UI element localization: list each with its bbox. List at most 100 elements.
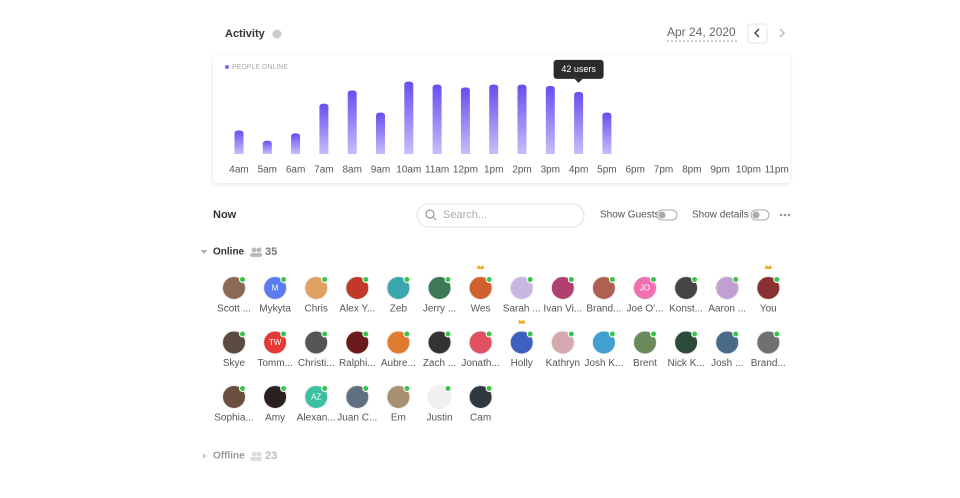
avatar[interactable]: [509, 276, 534, 300]
next-button[interactable]: [779, 28, 786, 38]
online-count: 35: [265, 246, 277, 258]
search-placeholder: Search...: [443, 209, 487, 221]
status-dot: [403, 330, 411, 338]
x-tick-label: 5am: [258, 165, 277, 176]
avatar[interactable]: [222, 276, 246, 300]
avatar[interactable]: [427, 385, 452, 409]
person-name: Konst...: [669, 304, 703, 315]
bar: [574, 91, 584, 154]
legend-label: PEOPLE ONLINE: [232, 64, 288, 71]
offline-count: 23: [265, 450, 277, 462]
person-name: Chris: [305, 304, 328, 315]
status-dot: [362, 276, 370, 283]
person-name: Justin: [426, 413, 452, 424]
people-icon: [250, 451, 262, 461]
status-dot: [280, 385, 288, 392]
person-name: Jerry ...: [423, 304, 456, 315]
crown-icon: [764, 265, 772, 269]
person-name: Josh K...: [584, 358, 623, 369]
avatar[interactable]: [263, 330, 288, 355]
status-dot: [280, 276, 288, 283]
avatar[interactable]: [550, 330, 575, 355]
now-title: Now: [213, 209, 237, 221]
show-guests-label: Show Guests: [600, 210, 659, 221]
avatar[interactable]: [633, 330, 657, 355]
status-dot: [362, 385, 370, 392]
status-dot: [362, 330, 370, 338]
avatar[interactable]: [550, 276, 575, 300]
online-caret[interactable]: [201, 250, 207, 254]
status-dot: [444, 276, 452, 283]
date[interactable]: Apr 24, 2020: [667, 25, 736, 39]
x-tick-label: 11am: [425, 165, 449, 176]
avatar[interactable]: [386, 330, 411, 355]
status-dot: [239, 330, 246, 338]
avatar[interactable]: [509, 330, 534, 355]
person-name: Kathryn: [546, 358, 580, 369]
status-dot: [608, 330, 616, 338]
status-dot: [403, 385, 411, 392]
status-dot: [650, 276, 657, 283]
prev-button[interactable]: [747, 23, 768, 44]
avatar[interactable]: [427, 276, 452, 300]
avatar[interactable]: [345, 330, 370, 355]
avatar[interactable]: [468, 330, 493, 355]
offline-caret[interactable]: [203, 453, 207, 459]
status-dot: [485, 385, 493, 392]
avatar[interactable]: [345, 276, 370, 300]
avatar[interactable]: [715, 276, 740, 300]
status-dot: [732, 276, 740, 283]
status-dot: [773, 276, 781, 283]
avatar[interactable]: [304, 276, 329, 300]
x-tick-label: 6am: [286, 165, 305, 176]
status-dot: [403, 276, 411, 283]
person-name: Skye: [223, 358, 246, 369]
person-name: Ralphi...: [339, 358, 376, 369]
avatar[interactable]: [591, 276, 616, 300]
person-name: Em: [391, 413, 406, 424]
person-name: Amy: [265, 413, 285, 424]
more-menu[interactable]: [779, 213, 791, 217]
avatar[interactable]: [633, 276, 657, 300]
avatar[interactable]: [591, 330, 616, 355]
x-tick-label: 11pm: [765, 165, 789, 176]
tooltip-arrow: [574, 78, 583, 83]
status-dot: [321, 276, 329, 283]
x-tick-label: 10pm: [736, 165, 761, 176]
avatar[interactable]: [222, 385, 246, 409]
x-tick-label: 8pm: [682, 165, 701, 176]
avatar[interactable]: [386, 385, 411, 409]
status-dot: [691, 330, 699, 338]
bar: [460, 87, 470, 154]
avatar[interactable]: [263, 385, 288, 409]
crown-icon: [518, 319, 526, 324]
bar: [234, 130, 244, 154]
bar: [489, 84, 499, 154]
person-name: Brand...: [751, 358, 786, 369]
avatar-initials: M: [272, 284, 279, 293]
bar: [291, 133, 301, 154]
avatar[interactable]: [427, 330, 452, 355]
avatar[interactable]: [345, 385, 370, 409]
avatar[interactable]: [386, 276, 411, 300]
avatar[interactable]: [715, 330, 740, 355]
search-box[interactable]: [416, 203, 585, 228]
status-dot: [732, 330, 740, 338]
avatar[interactable]: [756, 330, 781, 355]
person-name: Aubre...: [381, 358, 416, 369]
avatar[interactable]: [674, 276, 699, 300]
avatar[interactable]: [263, 276, 288, 300]
person-name: Zach ...: [423, 358, 456, 369]
x-tick-label: 9am: [371, 165, 390, 176]
avatar[interactable]: [674, 330, 699, 355]
avatar[interactable]: [304, 385, 329, 409]
person-name: Tomm...: [257, 358, 293, 369]
person-name: Sarah ...: [503, 304, 541, 315]
avatar[interactable]: [468, 385, 493, 409]
avatar[interactable]: [304, 330, 329, 355]
info-icon[interactable]: [272, 29, 282, 39]
avatar[interactable]: [468, 276, 493, 300]
avatar[interactable]: [222, 330, 246, 355]
avatar[interactable]: [756, 276, 781, 300]
status-dot: [526, 330, 534, 338]
